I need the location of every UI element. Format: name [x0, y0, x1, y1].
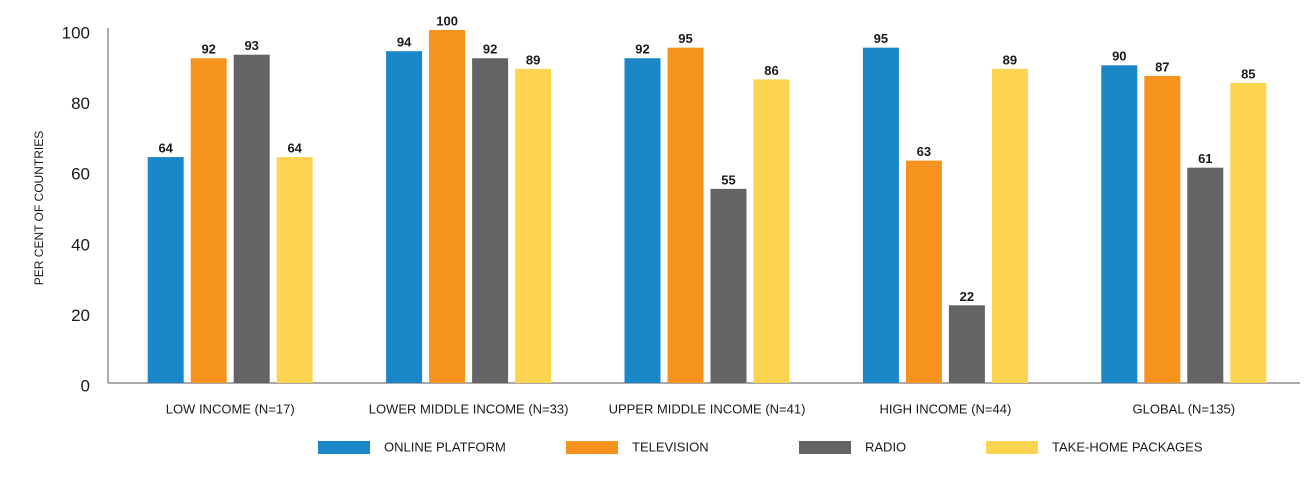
bar — [1144, 75, 1181, 383]
legend-label: TELEVISION — [632, 439, 709, 454]
value-label: 92 — [483, 42, 497, 57]
legend-swatch — [318, 441, 370, 454]
bar — [147, 157, 184, 383]
y-tick-label: 40 — [71, 235, 90, 254]
y-tick-label: 0 — [81, 376, 90, 395]
bar — [1101, 65, 1138, 384]
value-label: 63 — [917, 144, 931, 159]
y-tick-label: 100 — [62, 23, 90, 42]
value-label: 93 — [244, 38, 258, 53]
bar — [905, 160, 942, 383]
value-label: 89 — [526, 52, 540, 67]
value-label: 85 — [1241, 66, 1255, 81]
value-label: 55 — [721, 172, 735, 187]
value-label: 92 — [201, 42, 215, 57]
value-label: 92 — [635, 42, 649, 57]
value-label: 95 — [874, 31, 888, 46]
bar — [429, 30, 466, 383]
value-label: 64 — [158, 141, 173, 156]
value-label: 90 — [1112, 49, 1126, 64]
y-tick-label: 20 — [71, 306, 90, 325]
legend-swatch — [566, 441, 618, 454]
bar — [667, 47, 704, 384]
bar — [190, 58, 227, 384]
x-tick-label: LOW INCOME (N=17) — [166, 401, 295, 416]
value-label: 95 — [678, 31, 692, 46]
bar — [948, 305, 985, 383]
value-label: 100 — [436, 13, 458, 28]
bar — [862, 47, 899, 384]
value-label: 89 — [1003, 52, 1017, 67]
x-tick-label: LOWER MIDDLE INCOME (N=33) — [369, 401, 569, 416]
x-tick-label: HIGH INCOME (N=44) — [879, 401, 1011, 416]
bar — [386, 51, 423, 384]
bar — [753, 79, 790, 384]
legend-label: ONLINE PLATFORM — [384, 439, 506, 454]
bar — [515, 68, 552, 383]
bar — [276, 157, 313, 383]
legend-swatch — [986, 441, 1038, 454]
y-axis-label: PER CENT OF COUNTRIES — [32, 131, 46, 285]
legend-label: TAKE-HOME PACKAGES — [1052, 439, 1203, 454]
bar — [1187, 167, 1224, 383]
bar — [710, 188, 747, 383]
bar — [991, 68, 1028, 383]
value-label: 86 — [764, 63, 778, 78]
bar — [472, 58, 509, 384]
y-tick-label: 80 — [71, 94, 90, 113]
bar — [1230, 82, 1267, 383]
y-tick-label: 60 — [71, 165, 90, 184]
value-label: 87 — [1155, 59, 1169, 74]
value-label: 22 — [960, 289, 974, 304]
value-label: 61 — [1198, 151, 1212, 166]
value-label: 64 — [287, 141, 302, 156]
bar — [233, 54, 270, 384]
x-tick-label: UPPER MIDDLE INCOME (N=41) — [609, 401, 806, 416]
legend-label: RADIO — [865, 439, 906, 454]
legend-swatch — [799, 441, 851, 454]
value-label: 94 — [397, 35, 412, 50]
x-tick-label: GLOBAL (N=135) — [1133, 401, 1235, 416]
bar — [624, 58, 661, 384]
